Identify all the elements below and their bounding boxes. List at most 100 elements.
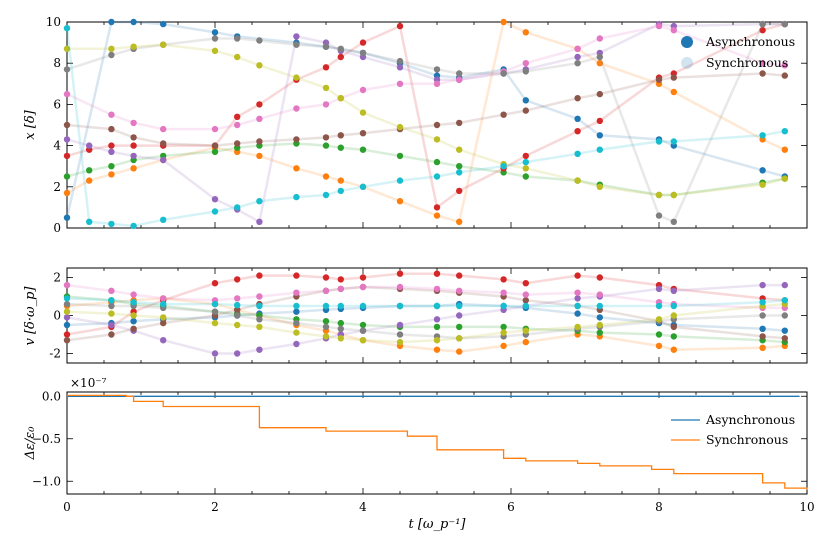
data-point-p4: [359, 274, 367, 281]
data-point-p9: [396, 338, 404, 346]
y-tick-label: 2: [53, 271, 61, 285]
data-point-p4: [63, 152, 71, 160]
data-point-p8: [108, 51, 115, 59]
x-tick-label: 10: [799, 500, 814, 514]
data-point-p4: [256, 101, 263, 108]
ticks-layer: 0 2 4 6 8 10 -2 0 2 0 2 4 6 8 10 0.0 −0.5 −1.0: [32, 15, 815, 514]
x-tick-label: 0: [63, 500, 71, 514]
data-point-p8: [211, 308, 219, 315]
data-point-p1: [108, 18, 115, 26]
data-point-p9: [500, 329, 507, 336]
data-point-p6: [781, 72, 788, 79]
data-point-p3: [655, 331, 663, 338]
data-point-p10: [655, 138, 663, 145]
data-point-p10: [433, 173, 441, 180]
energy-multiplier: ×10⁻⁷: [70, 376, 107, 390]
data-point-p6: [130, 134, 137, 141]
data-point-p6: [108, 331, 115, 338]
data-point-p3: [86, 167, 93, 174]
data-point-p8: [256, 316, 263, 323]
data-point-p8: [596, 53, 603, 61]
data-point-p3: [337, 319, 344, 327]
data-point-p3: [433, 158, 441, 166]
data-point-p7: [500, 289, 507, 296]
data-point-p6: [234, 140, 241, 147]
data-point-p4: [522, 152, 529, 160]
data-point-p8: [234, 35, 241, 42]
data-point-p7: [130, 119, 137, 127]
data-point-p8: [670, 218, 677, 225]
data-point-p6: [63, 337, 71, 344]
data-point-p3: [337, 144, 344, 151]
data-point-p10: [456, 302, 463, 310]
data-point-p9: [359, 337, 367, 344]
data-point-p10: [108, 220, 115, 228]
data-point-p8: [574, 60, 581, 67]
data-point-p5: [655, 285, 663, 293]
data-point-p10: [234, 301, 241, 309]
data-point-p3: [322, 142, 330, 149]
y-tick-label: −0.5: [32, 432, 61, 446]
legend-asynchronous-marker: [681, 36, 693, 48]
data-point-p5: [759, 281, 766, 289]
data-point-p5: [293, 33, 300, 40]
data-point-p7: [256, 115, 263, 123]
data-point-p2: [456, 348, 463, 355]
data-point-p4: [130, 142, 137, 149]
data-point-p5: [396, 321, 404, 329]
data-point-p7: [234, 295, 241, 302]
data-point-p1: [781, 327, 788, 334]
data-point-p6: [130, 325, 137, 332]
data-point-p8: [322, 323, 330, 331]
data-point-p4: [456, 272, 463, 279]
data-point-p10: [781, 297, 788, 304]
data-point-p6: [211, 142, 219, 149]
data-point-p7: [359, 283, 367, 291]
data-point-p9: [256, 323, 263, 331]
data-point-p9: [781, 175, 788, 182]
data-point-p8: [759, 312, 766, 319]
data-point-p5: [256, 218, 263, 225]
data-point-p7: [574, 45, 581, 52]
x-tick-label: 8: [655, 500, 663, 514]
data-point-p8: [359, 327, 367, 334]
data-point-p2: [433, 346, 441, 353]
data-point-p6: [256, 138, 263, 145]
synchronous-trace-p6: [66, 72, 785, 147]
data-point-p5: [396, 64, 404, 71]
data-point-p5: [63, 314, 71, 321]
y-tick-label: 10: [46, 15, 61, 29]
data-point-p8: [396, 57, 404, 65]
synchronous-trace-p7: [66, 283, 785, 310]
data-point-p10: [211, 300, 219, 308]
data-point-p10: [322, 302, 330, 310]
data-point-p7: [322, 101, 330, 108]
data-point-p10: [337, 187, 344, 195]
data-point-p8: [759, 20, 766, 28]
data-point-p9: [160, 314, 167, 321]
data-point-p10: [359, 302, 367, 310]
data-point-p6: [759, 333, 766, 340]
data-point-p8: [655, 212, 663, 219]
synchronous-trace-p5: [66, 22, 785, 224]
data-point-p7: [396, 80, 404, 88]
data-point-p8: [256, 37, 263, 44]
data-point-p4: [293, 272, 300, 279]
data-point-p8: [781, 20, 788, 28]
data-point-p7: [130, 291, 137, 298]
data-point-p2: [522, 338, 529, 346]
legend-asynchronous-label: Asynchronous: [705, 34, 795, 49]
data-point-p7: [160, 295, 167, 302]
data-point-p1: [293, 308, 300, 315]
data-point-p5: [234, 350, 241, 357]
data-point-p6: [500, 111, 507, 118]
marks-layer: [63, 18, 808, 490]
velocities-ylabel: v [δ·ω_p]: [23, 286, 38, 346]
data-point-p9: [130, 43, 137, 50]
synchronous-trace-p4: [66, 22, 786, 210]
data-point-p2: [293, 165, 300, 172]
synchronous-trace-p9: [66, 302, 785, 344]
data-point-p10: [63, 25, 71, 32]
data-point-p10: [86, 218, 93, 225]
